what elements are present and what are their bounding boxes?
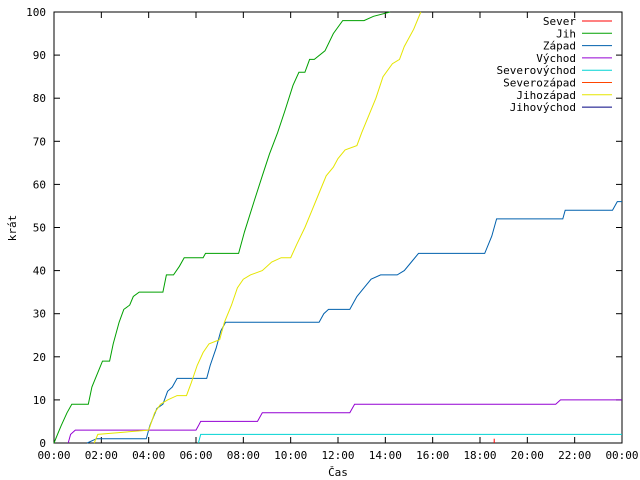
- x-tick-label: 00:00: [37, 449, 70, 462]
- x-tick-label: 22:00: [558, 449, 591, 462]
- series-line-6: [93, 11, 422, 444]
- legend-label: Severovýchod: [497, 64, 576, 77]
- y-tick-label: 0: [39, 437, 46, 450]
- y-tick-label: 30: [33, 308, 46, 321]
- legend-label: Východ: [536, 52, 576, 65]
- x-tick-label: 00:00: [605, 449, 638, 462]
- x-tick-label: 16:00: [416, 449, 449, 462]
- x-axis-ticks: 00:00 02:00 04:00 06:00 08:00 10:00 12:00 14:00…: [37, 12, 639, 462]
- x-tick-label: 04:00: [132, 449, 165, 462]
- series-lines: [53, 11, 622, 444]
- x-tick-label: 18:00: [463, 449, 496, 462]
- legend: SeverJihZápadVýchodSeverovýchodSeverozáp…: [497, 15, 612, 114]
- x-tick-label: 06:00: [179, 449, 212, 462]
- x-tick-label: 02:00: [85, 449, 118, 462]
- series-line-4: [197, 433, 622, 444]
- series-line-1: [53, 11, 391, 444]
- legend-label: Jih: [556, 27, 576, 40]
- legend-label: Sever: [543, 15, 576, 28]
- y-tick-label: 50: [33, 222, 46, 235]
- y-axis-label: krát: [6, 215, 19, 242]
- legend-label: Severozápad: [503, 77, 576, 90]
- x-axis-label: Čas: [328, 466, 348, 479]
- series-line-3: [67, 399, 622, 444]
- y-tick-label: 90: [33, 49, 46, 62]
- y-tick-label: 40: [33, 265, 46, 278]
- legend-label: Západ: [543, 40, 576, 53]
- y-tick-label: 20: [33, 351, 46, 364]
- x-tick-label: 12:00: [321, 449, 354, 462]
- series-line-2: [86, 201, 622, 444]
- y-tick-label: 10: [33, 394, 46, 407]
- y-tick-label: 60: [33, 178, 46, 191]
- y-tick-label: 80: [33, 92, 46, 105]
- y-axis-ticks: 0 10 20 30 40 50 60 70 80 90 100: [26, 6, 622, 450]
- x-tick-label: 10:00: [274, 449, 307, 462]
- legend-label: Jihovýchod: [510, 101, 576, 114]
- x-tick-label: 14:00: [369, 449, 402, 462]
- y-tick-label: 70: [33, 135, 46, 148]
- x-tick-label: 08:00: [227, 449, 260, 462]
- y-tick-label: 100: [26, 6, 46, 19]
- x-tick-label: 20:00: [511, 449, 544, 462]
- legend-label: Jihozápad: [516, 89, 576, 102]
